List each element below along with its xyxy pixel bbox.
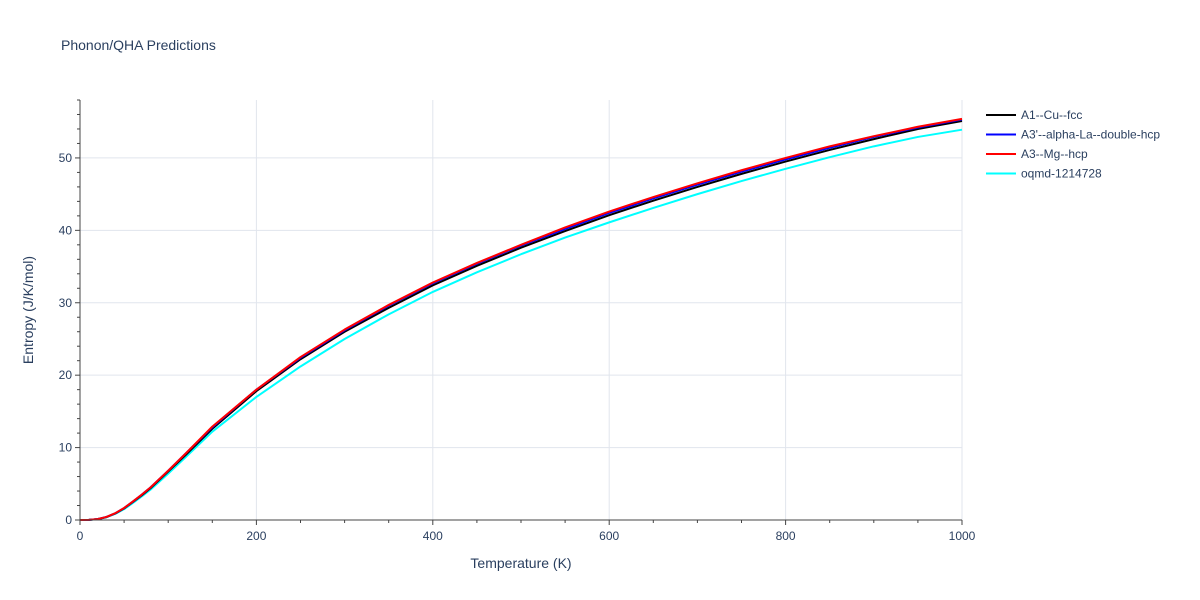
legend-label: A3--Mg--hcp [1021,147,1088,161]
legend-item[interactable]: oqmd-1214728 [986,167,1102,181]
legend-label: A1--Cu--fcc [1021,108,1082,122]
x-tick-label: 400 [423,529,443,543]
legend-label: oqmd-1214728 [1021,167,1102,181]
y-tick-label: 0 [65,513,72,527]
y-tick-label: 30 [59,296,73,310]
x-tick-label: 600 [599,529,619,543]
x-tick-label: 800 [776,529,796,543]
axes [75,99,963,525]
series-lines [79,117,963,521]
y-tick-label: 40 [59,223,73,237]
legend-label: A3'--alpha-La--double-hcp [1021,128,1160,142]
x-tick-label: 1000 [949,529,976,543]
y-tick-labels: 0 10 20 30 40 50 [59,151,73,527]
series-line-2 [79,117,963,521]
legend[interactable]: A1--Cu--fcc A3'--alpha-La--double-hcp A3--… [986,108,1160,181]
chart-title: Phonon/QHA Predictions [61,37,216,53]
legend-item[interactable]: A1--Cu--fcc [986,108,1082,122]
y-tick-label: 20 [59,368,73,382]
y-tick-label: 10 [59,441,73,455]
x-tick-labels: 0 200 400 600 800 1000 [77,529,976,543]
x-gridlines [255,100,963,520]
y-axis-title: Entropy (J/K/mol) [20,256,36,364]
legend-item[interactable]: A3'--alpha-La--double-hcp [986,128,1160,142]
y-tick-label: 50 [59,151,73,165]
x-tick-label: 0 [77,529,84,543]
x-axis-title: Temperature (K) [470,555,571,571]
x-tick-label: 200 [246,529,266,543]
legend-item[interactable]: A3--Mg--hcp [986,147,1088,161]
y-gridlines [80,157,962,449]
